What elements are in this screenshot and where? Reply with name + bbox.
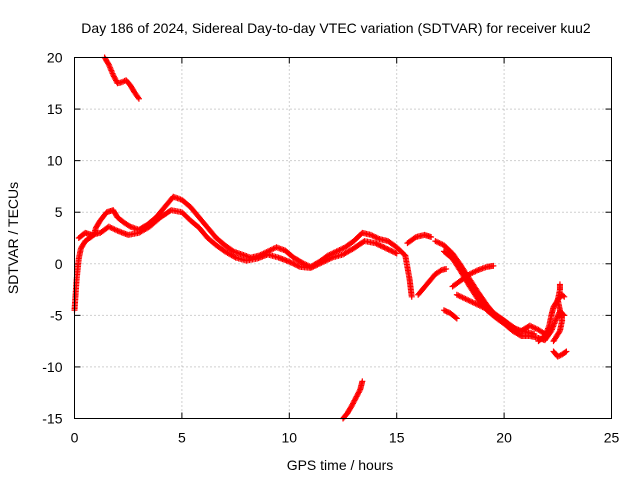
series-track-e xyxy=(404,231,435,247)
data-point xyxy=(323,257,330,264)
data-point xyxy=(319,259,326,266)
data-point xyxy=(388,247,395,254)
data-point xyxy=(386,247,393,254)
data-point xyxy=(381,244,388,251)
data-point xyxy=(385,246,392,253)
data-point xyxy=(288,260,295,267)
x-tick-label: 25 xyxy=(604,430,620,446)
series-track-c xyxy=(101,54,142,102)
data-point xyxy=(293,261,300,268)
series-track-d xyxy=(340,378,366,422)
data-point xyxy=(286,258,293,265)
data-point xyxy=(126,222,133,229)
x-tick-label: 15 xyxy=(389,430,405,446)
data-point xyxy=(531,330,538,337)
data-point xyxy=(105,60,112,67)
data-point xyxy=(315,261,322,268)
data-point xyxy=(512,325,519,332)
data-point xyxy=(389,248,396,255)
data-point xyxy=(561,293,568,300)
data-point xyxy=(359,378,366,385)
series-track-b xyxy=(75,207,400,271)
y-tick-label: 10 xyxy=(47,153,63,169)
data-point xyxy=(313,262,320,269)
data-point xyxy=(382,245,389,252)
data-point xyxy=(562,349,569,356)
data-point xyxy=(322,257,329,264)
data-point xyxy=(291,261,298,268)
data-point xyxy=(374,241,381,248)
data-point xyxy=(325,256,332,263)
points-layer xyxy=(71,54,570,422)
data-point xyxy=(556,329,563,336)
data-point xyxy=(556,281,563,288)
data-point xyxy=(310,263,317,270)
y-axis-label: SDTVAR / TECUs xyxy=(5,182,21,294)
data-point xyxy=(452,314,459,321)
series-track-f xyxy=(415,265,450,298)
series-track-i xyxy=(449,262,497,290)
data-point xyxy=(321,258,328,265)
data-point xyxy=(384,245,391,252)
data-point xyxy=(373,240,380,247)
data-point xyxy=(326,255,333,262)
data-point xyxy=(392,249,399,256)
data-point xyxy=(327,255,334,262)
data-point xyxy=(428,233,435,240)
y-tick-label: -10 xyxy=(42,359,62,375)
data-point xyxy=(307,264,314,271)
x-tick-label: 5 xyxy=(178,430,186,446)
data-point xyxy=(453,315,460,322)
data-point xyxy=(318,259,325,266)
data-point xyxy=(411,234,418,241)
data-point xyxy=(294,262,301,269)
data-point xyxy=(231,253,238,260)
x-tick-label: 20 xyxy=(496,430,512,446)
y-tick-label: 15 xyxy=(47,101,63,117)
data-point xyxy=(295,263,302,270)
data-point xyxy=(563,348,570,355)
data-point xyxy=(290,260,297,267)
y-tick-label: -15 xyxy=(42,411,62,427)
series-track-a xyxy=(71,193,415,314)
x-tick-label: 10 xyxy=(282,430,298,446)
data-point xyxy=(372,240,379,247)
data-point xyxy=(356,387,363,394)
data-point xyxy=(490,262,497,269)
data-point xyxy=(311,262,318,269)
data-point xyxy=(378,243,385,250)
x-axis-label: GPS time / hours xyxy=(287,457,394,473)
data-point xyxy=(437,267,444,274)
data-point xyxy=(443,265,450,272)
y-tick-label: -5 xyxy=(50,307,63,323)
data-point xyxy=(408,293,415,300)
data-point xyxy=(391,249,398,256)
data-point xyxy=(393,250,400,257)
plot-frame xyxy=(74,57,612,419)
series-track-j xyxy=(440,307,460,322)
data-point xyxy=(309,264,316,271)
data-point xyxy=(135,94,142,101)
y-tick-label: 5 xyxy=(55,204,63,220)
y-tick-label: 20 xyxy=(47,50,63,66)
data-point xyxy=(376,242,383,249)
series-track-n xyxy=(550,348,570,360)
series-track-k xyxy=(453,291,538,337)
x-tick-label: 0 xyxy=(71,430,79,446)
data-point xyxy=(552,317,559,324)
chart-title: Day 186 of 2024, Sidereal Day-to-day VTE… xyxy=(81,20,591,36)
data-point xyxy=(287,259,294,266)
grid-layer xyxy=(74,57,612,419)
data-point xyxy=(317,260,324,267)
data-point xyxy=(314,261,321,268)
data-point xyxy=(135,95,142,102)
data-point xyxy=(377,242,384,249)
data-point xyxy=(380,244,387,251)
data-point xyxy=(553,316,560,323)
series-track-h xyxy=(432,238,548,337)
series-track-m xyxy=(550,281,566,345)
y-tick-label: 0 xyxy=(55,256,63,272)
